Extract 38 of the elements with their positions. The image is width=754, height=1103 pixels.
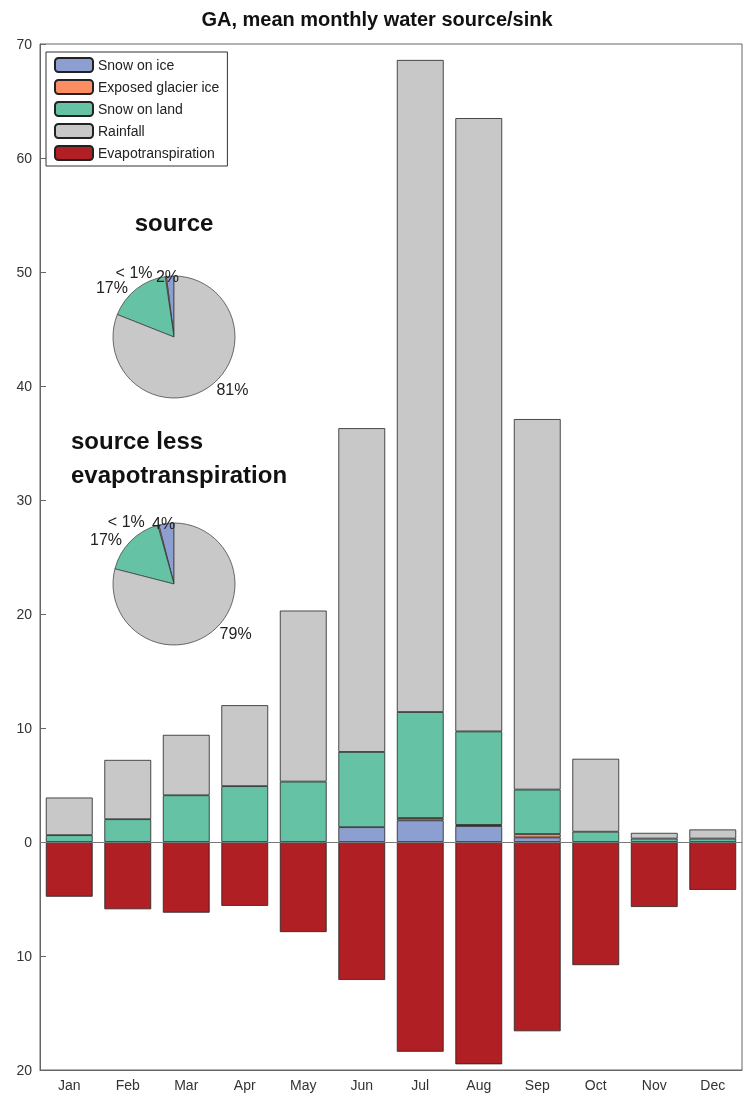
- data-label: 17%: [90, 531, 123, 549]
- x-tick-label: Jan: [57, 1077, 81, 1093]
- y-tick-label: 50: [16, 264, 33, 280]
- x-tick-label: Jun: [350, 1077, 374, 1093]
- x-tick-label: Jul: [411, 1077, 430, 1093]
- y-tick-label: 20: [16, 1062, 33, 1078]
- chart-title: GA, mean monthly water source/sink: [201, 8, 554, 30]
- data-label: 81%: [216, 380, 249, 398]
- y-tick-label: 40: [16, 378, 33, 394]
- x-tick-label: Dec: [700, 1077, 726, 1093]
- data-label: 79%: [219, 625, 252, 643]
- x-tick-label: Feb: [115, 1077, 141, 1093]
- x-tick-label: Sep: [524, 1077, 550, 1093]
- y-tick-label: 70: [16, 36, 33, 52]
- y-tick-label: 20: [16, 606, 33, 622]
- data-label: 4%: [151, 515, 176, 532]
- y-tick-label: 30: [16, 492, 33, 508]
- y-tick-label: 10: [16, 948, 33, 964]
- data-label: 2%: [155, 267, 180, 285]
- y-tick-label: 10: [16, 720, 33, 736]
- y-tick-label: 0: [24, 834, 33, 850]
- x-tick-label: Nov: [641, 1077, 667, 1093]
- chart-title: source less evapotranspiration: [71, 426, 288, 488]
- y-tick-label: 60: [16, 150, 33, 166]
- legend-label: Snow on land: [98, 101, 183, 117]
- x-tick-label: Mar: [174, 1077, 199, 1093]
- legend-label: Evapotranspiration: [98, 145, 215, 161]
- data-label: < 1%: [107, 512, 145, 530]
- x-tick-label: May: [290, 1077, 317, 1093]
- legend-label: Exposed glacier ice: [98, 79, 220, 95]
- x-tick-label: Oct: [584, 1077, 607, 1093]
- x-tick-label: Apr: [233, 1077, 256, 1093]
- data-label: < 1%: [115, 264, 153, 282]
- x-tick-label: Aug: [466, 1077, 492, 1093]
- chart-title: source: [134, 208, 214, 236]
- data-label: 17%: [95, 279, 128, 297]
- legend-label: Snow on ice: [98, 57, 175, 73]
- legend-label: Rainfall: [98, 123, 145, 139]
